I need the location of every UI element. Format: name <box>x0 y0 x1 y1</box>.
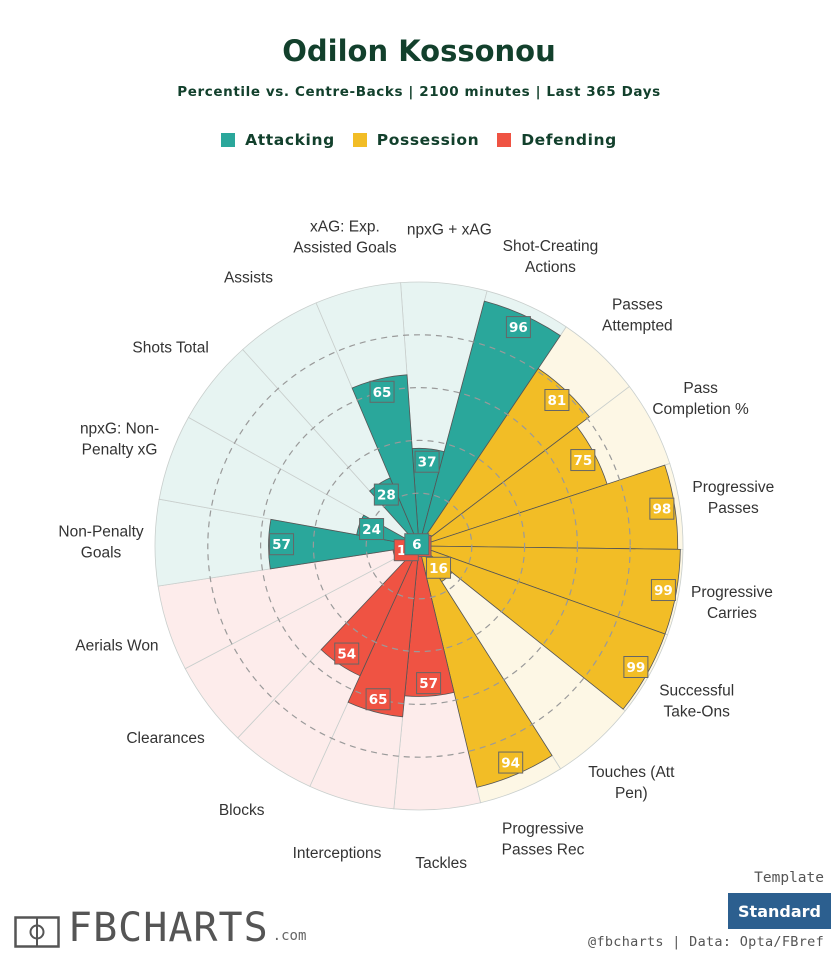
value-label: 65 <box>373 385 392 401</box>
category-label: Touches (Att Pen) <box>588 764 675 802</box>
category-label: Progressive Passes <box>692 479 774 517</box>
value-label: 37 <box>418 455 437 471</box>
value-label: 81 <box>548 393 567 409</box>
value-badge <box>359 518 385 541</box>
legend-swatch-possession <box>352 133 367 147</box>
value-label: 98 <box>652 502 671 518</box>
value-badge <box>369 380 395 403</box>
value-badge <box>650 579 676 602</box>
value-badge <box>505 316 531 339</box>
category-label: Shot-Creating Actions <box>503 238 599 276</box>
value-badge <box>269 533 295 556</box>
category-label: npxG + xAG <box>407 221 492 238</box>
value-label: 28 <box>377 488 396 504</box>
value-badge <box>649 497 675 520</box>
value-badge <box>414 450 440 473</box>
value-badge <box>570 449 596 472</box>
value-badge <box>334 642 360 665</box>
value-badge <box>498 751 524 774</box>
chart-title: Odilon Kossonou <box>282 34 556 68</box>
value-badge <box>623 656 649 679</box>
category-label: xAG: Exp. Assisted Goals <box>293 218 397 256</box>
grid-ring <box>312 439 526 653</box>
value-label: 99 <box>626 660 645 676</box>
category-label: Blocks <box>219 802 265 819</box>
value-slice <box>351 374 420 547</box>
value-label: 99 <box>654 583 673 599</box>
fbcharts-logo: FBCHARTS .com <box>14 908 306 948</box>
template-standard-button[interactable]: Standard <box>728 893 831 929</box>
category-label: Passes Attempted <box>602 296 673 334</box>
logo-suffix: .com <box>272 928 307 944</box>
legend-label-possession: Possession <box>376 131 480 149</box>
legend-label-defending: Defending <box>521 131 617 149</box>
value-slice <box>418 300 561 547</box>
value-label: 75 <box>573 453 592 469</box>
template-label: Template <box>754 870 824 886</box>
grid-ring <box>207 334 631 758</box>
value-slice <box>268 518 420 570</box>
category-label: Progressive Carries <box>691 584 773 622</box>
logo-wordmark: FBCHARTS <box>68 905 269 951</box>
value-label: 96 <box>509 320 528 336</box>
value-badge <box>416 672 442 695</box>
legend-item-possession: Possession <box>352 131 480 149</box>
category-label: Successful Take-Ons <box>659 682 734 720</box>
grid-ring <box>365 492 473 600</box>
category-label: Assists <box>224 270 273 287</box>
value-slice <box>347 545 420 718</box>
data-credit: @fbcharts | Data: Opta/FBref <box>588 934 824 950</box>
category-label: Shots Total <box>132 339 208 356</box>
value-badge <box>426 556 452 579</box>
legend: Attacking Possession Defending <box>0 131 838 149</box>
value-label: 24 <box>362 522 381 538</box>
value-slice <box>418 545 553 788</box>
value-badge <box>404 533 430 556</box>
category-label: npxG: Non-Penalty xG <box>80 420 159 458</box>
value-label: 16 <box>429 561 448 577</box>
value-label: 94 <box>501 756 520 772</box>
legend-swatch-defending <box>497 133 512 147</box>
legend-swatch-attacking <box>221 133 236 147</box>
grid-ring <box>260 387 578 705</box>
category-label: Tackles <box>415 855 467 872</box>
value-label: 6 <box>412 537 421 553</box>
legend-label-attacking: Attacking <box>245 131 335 149</box>
category-label: Clearances <box>126 730 205 747</box>
category-label: Aerials Won <box>75 637 158 654</box>
value-label: 54 <box>337 647 356 663</box>
category-label: Interceptions <box>293 845 382 862</box>
value-label: 57 <box>272 537 291 553</box>
chart-subtitle: Percentile vs. Centre-Backs | 2100 minut… <box>177 84 661 100</box>
value-badge <box>544 388 570 411</box>
category-label: Progressive Passes Rec <box>502 820 585 858</box>
category-label: Non-Penalty Goals <box>58 523 144 561</box>
value-label: 65 <box>369 692 388 708</box>
value-badge <box>373 483 399 506</box>
pitch-icon <box>14 916 60 948</box>
legend-item-attacking: Attacking <box>221 131 335 149</box>
value-badge <box>365 688 391 711</box>
legend-item-defending: Defending <box>497 131 617 149</box>
category-label: Pass Completion % <box>652 380 749 418</box>
value-label: 57 <box>419 676 438 692</box>
